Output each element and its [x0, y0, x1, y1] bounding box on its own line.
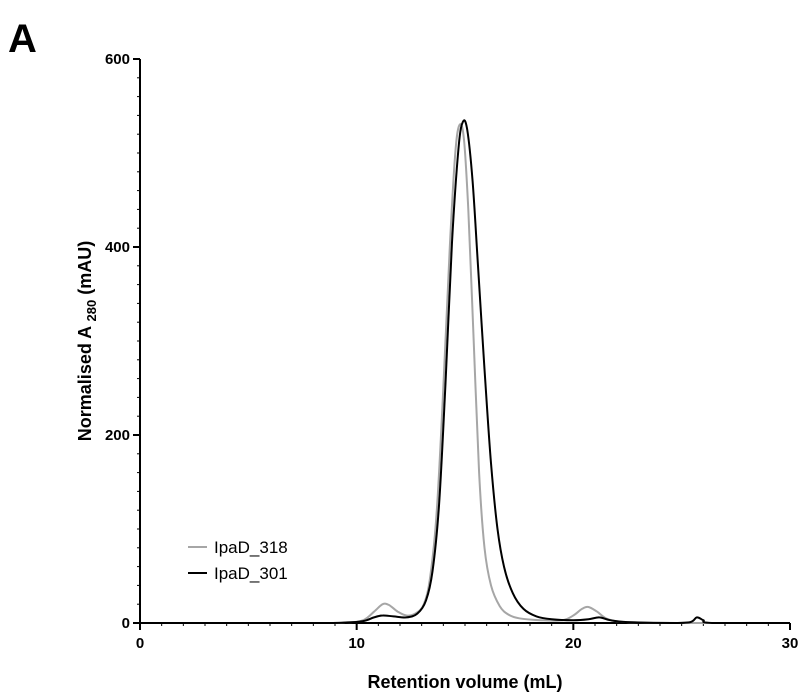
series-lines — [139, 119, 790, 625]
x-ticks: 0 10 20 30 — [136, 623, 799, 652]
series-line-ipad-318 — [139, 123, 790, 625]
y-ticks: 0 200 400 600 — [105, 51, 140, 632]
legend-label-ipad-318: IpaD_318 — [214, 538, 288, 557]
x-tick-label: 20 — [565, 635, 582, 652]
y-tick-label: 600 — [105, 51, 130, 68]
legend-label-ipad-301: IpaD_301 — [214, 564, 288, 583]
x-tick-label: 10 — [348, 635, 365, 652]
y-tick-label: 0 — [122, 615, 130, 632]
x-axis-title: Retention volume (mL) — [367, 672, 562, 692]
panel-label: A — [8, 17, 37, 61]
legend: IpaD_318 IpaD_301 — [188, 538, 288, 583]
y-axis-title-subscript: 280 — [84, 300, 99, 322]
y-axis-title-suffix: (mAU) — [75, 241, 95, 300]
y-tick-label: 200 — [105, 427, 130, 444]
y-tick-label: 400 — [105, 239, 130, 256]
x-tick-label: 30 — [782, 635, 799, 652]
x-tick-label: 0 — [136, 635, 144, 652]
y-axis-title-prefix: Normalised A — [75, 322, 95, 442]
y-axis-title: Normalised A 280 (mAU) — [75, 241, 99, 441]
series-line-ipad-301 — [139, 119, 790, 625]
